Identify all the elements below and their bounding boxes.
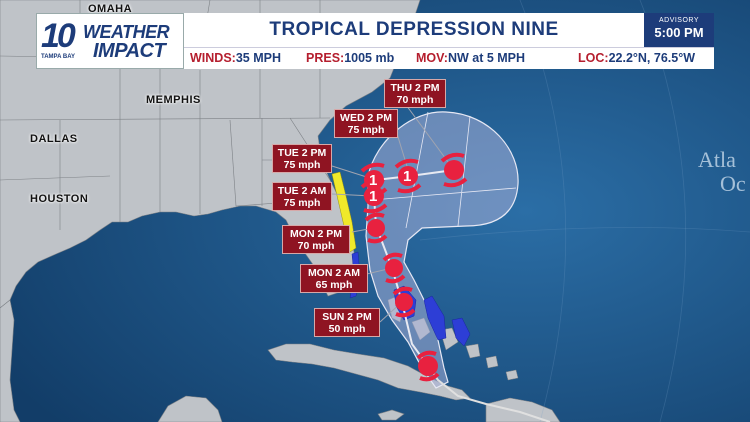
hurricane-watch-coast: [331, 171, 357, 253]
forecast-date: SUN 2 PM: [322, 311, 372, 323]
storm-marker-current: [416, 350, 440, 382]
ocean-label-line2: Oc: [720, 171, 746, 196]
winds-value: 35 MPH: [235, 51, 281, 65]
advisory-label: ADVISORY: [658, 17, 700, 24]
forecast-date: WED 2 PM: [340, 112, 392, 124]
storm-marker-mon2pm: [364, 212, 388, 244]
hispaniola-landmass: [485, 397, 561, 422]
mexico-landmass: [0, 299, 21, 422]
ocean-label-line1: Atla: [698, 147, 736, 172]
forecast-wind: 75 mph: [283, 159, 321, 171]
cuba-landmass: [267, 343, 471, 401]
forecast-date: MON 2 AM: [307, 267, 361, 279]
stats-bar: WINDS:35 MPH PRES:1005 mb MOV:NW at 5 MP…: [184, 47, 714, 69]
forecast-wind: 50 mph: [328, 323, 366, 335]
forecast-label-mon2am: MON 2 AM 65 mph: [300, 264, 368, 293]
forecast-label-tue2pm: TUE 2 PM 75 mph: [272, 144, 332, 173]
forecast-wind: 70 mph: [396, 94, 434, 106]
storm-category-wed2pm: 1: [403, 168, 412, 185]
forecast-wind: 65 mph: [315, 279, 353, 291]
storm-marker-tue2pm: [360, 162, 388, 198]
storm-category-tue2am: 1: [369, 188, 378, 205]
storm-marker-thu2pm: [440, 152, 468, 188]
jamaica-landmass: [377, 409, 405, 421]
advisory-time: 5:00 PM: [654, 25, 704, 40]
movement-value: NW at 5 MPH: [447, 51, 526, 65]
city-label-dallas: DALLAS: [30, 133, 78, 145]
forecast-wind: 75 mph: [347, 124, 385, 136]
title-bar: TROPICAL DEPRESSION NINE: [184, 13, 644, 47]
forecast-wind: 70 mph: [297, 240, 335, 252]
forecast-label-wed2pm: WED 2 PM 75 mph: [334, 109, 398, 138]
stat-movement: MOV:NW at 5 MPH: [416, 51, 525, 65]
forecast-label-thu2pm: THU 2 PM 70 mph: [384, 79, 446, 108]
storm-marker-wed2pm: [394, 158, 422, 194]
location-value: 22.2°N, 76.5°W: [608, 51, 695, 65]
forecast-label-mon2pm: MON 2 PM 70 mph: [282, 225, 350, 254]
cone-day-dividers: [371, 111, 517, 229]
logo-impact: IMPACT: [93, 40, 166, 62]
stat-location: LOC:22.2°N, 76.5°W: [578, 51, 695, 65]
ocean-label: Atla Oc: [698, 148, 746, 196]
forecast-date: TUE 2 AM: [277, 185, 327, 197]
storm-category-tue2pm: 1: [369, 172, 378, 189]
stat-pressure: PRES:1005 mb: [306, 51, 394, 65]
pressure-value: 1005 mb: [344, 51, 395, 65]
winds-label: WINDS:: [190, 51, 236, 65]
logo-subtitle: TAMPA BAY: [41, 54, 76, 60]
logo-number: 10: [41, 17, 76, 55]
storm-marker-mon2am: [382, 252, 406, 284]
pressure-label: PRES:: [306, 51, 345, 65]
city-label-memphis: MEMPHIS: [146, 94, 201, 106]
location-label: LOC:: [578, 51, 609, 65]
forecast-date: TUE 2 PM: [277, 147, 327, 159]
forecast-date: THU 2 PM: [390, 82, 440, 94]
stat-winds: WINDS:35 MPH: [190, 51, 281, 65]
page-title: TROPICAL DEPRESSION NINE: [269, 19, 559, 40]
forecast-date: MON 2 PM: [290, 228, 342, 240]
logo-weather: WEATHER: [83, 22, 170, 42]
city-label-omaha: OMAHA: [88, 3, 133, 15]
city-label-houston: HOUSTON: [30, 193, 89, 205]
storm-markers: [360, 152, 468, 382]
storm-marker-sun2pm: [392, 286, 416, 318]
forecast-label-tue2am: TUE 2 AM 75 mph: [272, 182, 332, 211]
movement-label: MOV:: [416, 51, 448, 65]
advisory-box: ADVISORY 5:00 PM: [644, 13, 714, 47]
header-banner: 10 TAMPA BAY WEATHER IMPACT TROPICAL DEP…: [36, 13, 714, 69]
yucatan-landmass: [157, 395, 223, 422]
forecast-wind: 75 mph: [283, 197, 321, 209]
station-logo: 10 TAMPA BAY WEATHER IMPACT: [36, 13, 184, 69]
forecast-label-sun2pm: SUN 2 PM 50 mph: [314, 308, 380, 337]
